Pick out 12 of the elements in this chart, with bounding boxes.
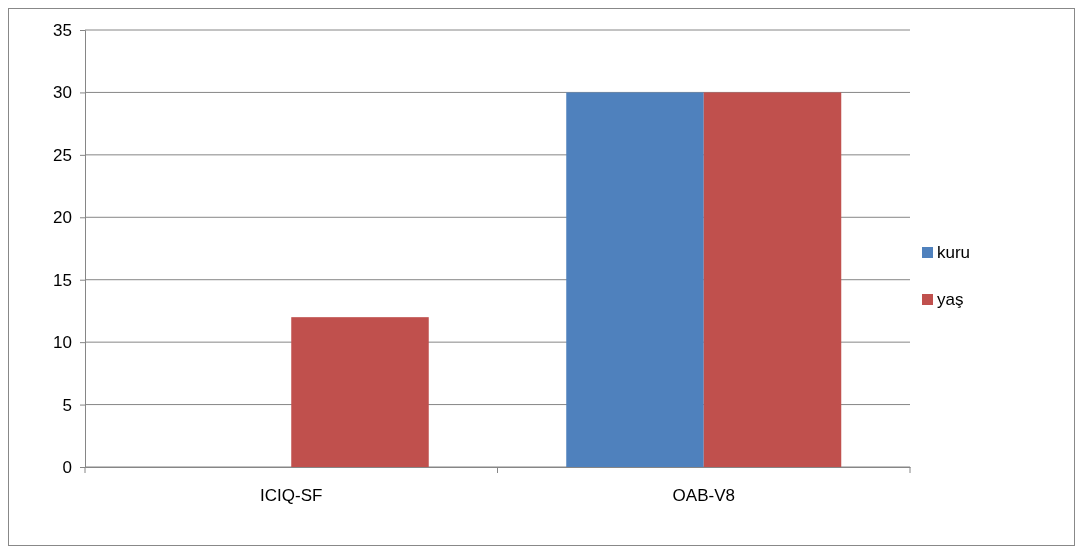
y-tick-label: 30 [53, 83, 72, 103]
y-tick-label: 25 [53, 145, 72, 165]
y-tick-label: 15 [53, 270, 72, 290]
y-tick-label: 35 [53, 20, 72, 40]
legend-label: kuru [937, 243, 971, 262]
y-tick-label: 5 [62, 395, 72, 415]
y-tick-label: 10 [53, 333, 72, 353]
x-tick-label: OAB-V8 [672, 486, 735, 506]
x-tick-label: ICIQ-SF [260, 486, 323, 506]
y-tick-label: 0 [62, 457, 72, 477]
legend-label: yaş [937, 290, 964, 309]
y-tick-label: 20 [53, 208, 72, 228]
